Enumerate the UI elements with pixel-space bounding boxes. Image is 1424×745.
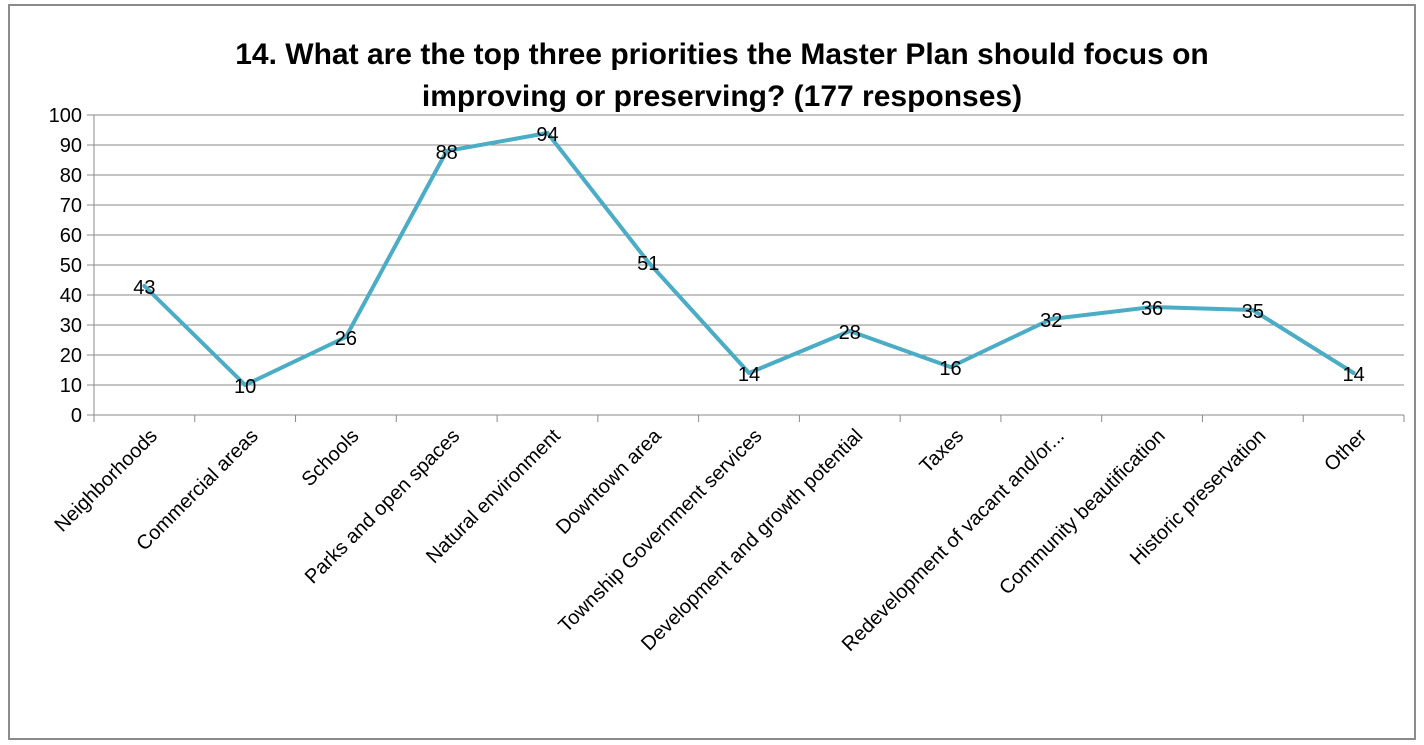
data-label: 10: [234, 376, 256, 398]
y-tick-label: 10: [60, 375, 82, 397]
data-label: 35: [1242, 301, 1264, 323]
data-point: [646, 260, 651, 264]
data-label: 16: [939, 358, 961, 380]
data-labels: 43 10 26 88 94 51 14 28 16 32 36 35 14: [133, 124, 1364, 398]
y-tick-label: 20: [60, 345, 82, 367]
x-category-label: Development and growth potential: [637, 425, 867, 655]
y-tick-label: 60: [60, 225, 82, 247]
chart-title-line-2: improving or preserving? (177 responses): [422, 80, 1022, 113]
x-category-label: Community beautification: [995, 425, 1169, 599]
x-category-label: Township Government services: [554, 425, 766, 637]
x-category-label: Other: [1320, 425, 1371, 476]
x-category-label: Taxes: [916, 425, 969, 478]
chart-frame: 14. What are the top three priorities th…: [8, 4, 1416, 740]
y-tick-label: 40: [60, 285, 82, 307]
data-point: [847, 329, 852, 333]
data-label: 28: [839, 322, 861, 344]
series-line-group: [142, 131, 1356, 387]
line-chart: 14. What are the top three priorities th…: [49, 38, 1405, 656]
y-tick-label: 50: [60, 255, 82, 277]
data-point: [1351, 371, 1356, 375]
data-label: 14: [1342, 364, 1364, 386]
data-point: [444, 149, 449, 153]
data-label: 26: [335, 328, 357, 350]
data-label: 94: [536, 124, 558, 146]
x-category-label: Schools: [298, 425, 364, 491]
y-tick-label: 70: [60, 195, 82, 217]
data-point: [1049, 317, 1054, 321]
data-point: [1250, 308, 1255, 312]
x-category-label: Neighborhoods: [50, 425, 161, 536]
x-category-label: Redevelopment of vacant and/or...: [838, 425, 1069, 656]
gridlines: [94, 114, 1404, 386]
chart-title-line-1: 14. What are the top three priorities th…: [235, 38, 1209, 71]
chart-title: 14. What are the top three priorities th…: [235, 38, 1209, 113]
x-category-label: Downtown area: [552, 424, 666, 538]
data-point: [243, 383, 248, 387]
data-label: 43: [133, 277, 155, 299]
data-label: 14: [738, 364, 760, 386]
data-point: [142, 284, 147, 288]
data-label: 36: [1141, 298, 1163, 320]
data-point: [1150, 305, 1155, 309]
data-point: [948, 365, 953, 369]
y-tick-label: 0: [71, 405, 82, 427]
series-line: [142, 131, 1356, 387]
data-label: 51: [637, 253, 659, 275]
data-label: 88: [436, 142, 458, 164]
data-point: [343, 335, 348, 339]
y-tick-label: 30: [60, 315, 82, 337]
y-axis: 0 10 20 30 40 50 60 70 80 90 100: [49, 105, 95, 427]
y-tick-label: 100: [49, 105, 82, 127]
data-point: [545, 131, 550, 135]
y-tick-label: 80: [60, 165, 82, 187]
y-tick-label: 90: [60, 135, 82, 157]
data-point: [747, 371, 751, 375]
data-label: 32: [1040, 310, 1062, 332]
